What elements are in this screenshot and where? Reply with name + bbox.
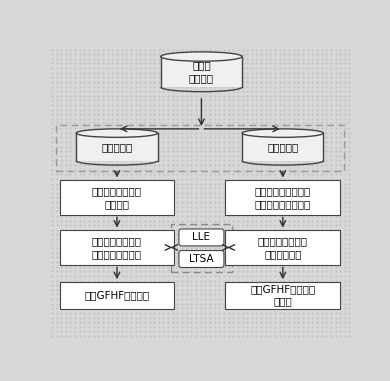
FancyBboxPatch shape — [179, 251, 224, 267]
Text: 基于局部流形学习
算法计算邻接矩阵: 基于局部流形学习 算法计算邻接矩阵 — [92, 236, 142, 259]
Ellipse shape — [161, 52, 242, 61]
Text: 训练数据集: 训练数据集 — [101, 142, 133, 152]
FancyBboxPatch shape — [76, 133, 158, 161]
FancyBboxPatch shape — [60, 282, 174, 309]
Ellipse shape — [76, 129, 158, 137]
Text: 高光谱
遥感图像: 高光谱 遥感图像 — [189, 61, 214, 83]
FancyBboxPatch shape — [225, 230, 340, 265]
Text: 在训练数据中基于光
谱角制图选择近邻点: 在训练数据中基于光 谱角制图选择近邻点 — [255, 186, 311, 209]
Text: LLE: LLE — [192, 232, 211, 242]
Text: 测试数据集: 测试数据集 — [267, 142, 298, 152]
Ellipse shape — [242, 129, 323, 137]
FancyBboxPatch shape — [225, 180, 340, 215]
FancyBboxPatch shape — [242, 133, 323, 161]
Text: 基于GFHF算法分类: 基于GFHF算法分类 — [84, 290, 149, 300]
FancyBboxPatch shape — [225, 282, 340, 309]
Text: LTSA: LTSA — [189, 254, 214, 264]
Text: 基于光谱角制图选
择近邻点: 基于光谱角制图选 择近邻点 — [92, 186, 142, 209]
FancyBboxPatch shape — [60, 180, 174, 215]
FancyBboxPatch shape — [179, 229, 224, 246]
FancyBboxPatch shape — [161, 56, 242, 87]
Text: 基于局部流形学习
算法计算权值: 基于局部流形学习 算法计算权值 — [258, 236, 308, 259]
Text: 基于GFHF的泛化算
法分类: 基于GFHF的泛化算 法分类 — [250, 284, 316, 307]
FancyBboxPatch shape — [60, 230, 174, 265]
